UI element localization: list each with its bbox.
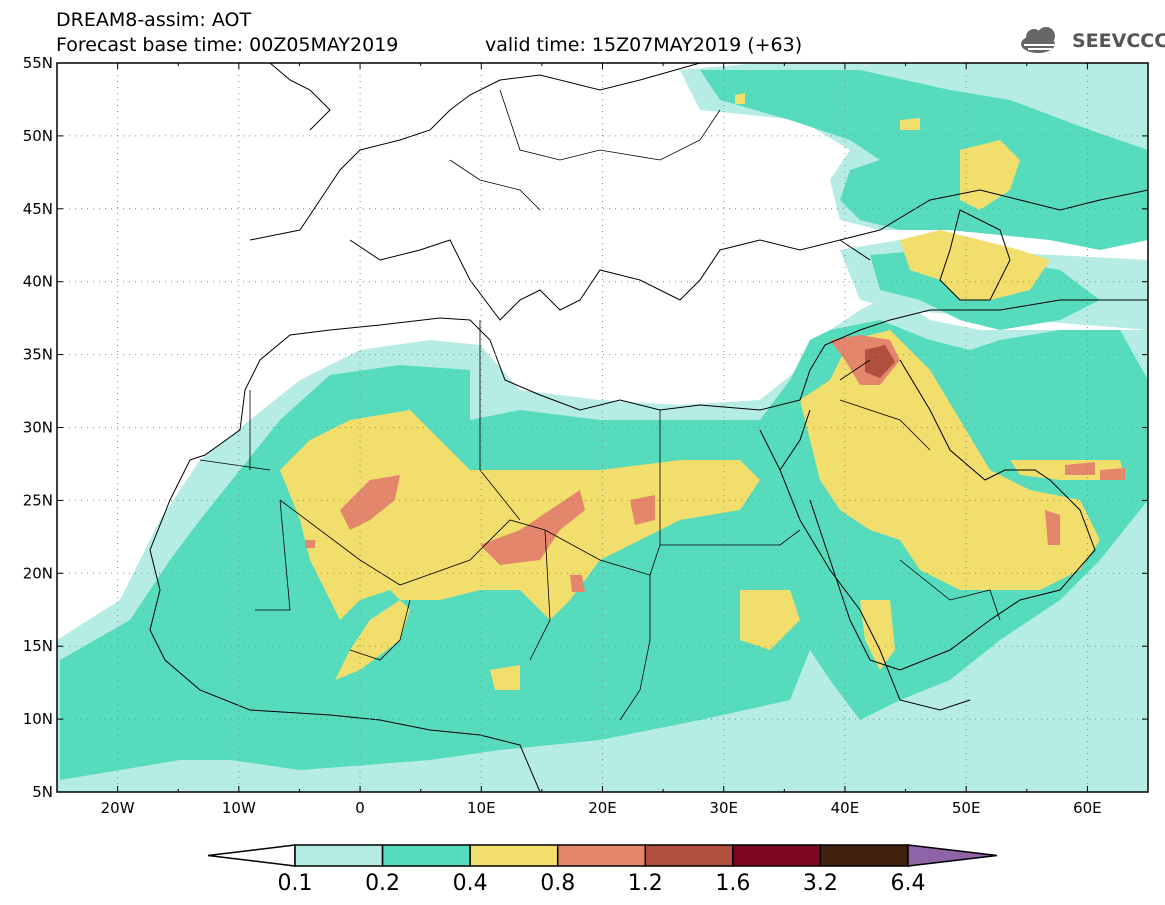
lon-tick-label: 20W [101,799,135,817]
aot-level-1.2 [865,345,895,378]
colorbar-label: 6.4 [891,871,926,896]
colorbar-segment [556,844,647,867]
colorbar-segment [294,844,384,867]
colorbar-label: 0.4 [453,871,488,896]
colorbar-segment [732,844,822,867]
forecast-base-time: Forecast base time: 00Z05MAY2019 [56,34,399,56]
colorbar: 0.1 0.2 0.4 0.8 1.2 1.6 3.2 6.4 [207,844,998,896]
lon-tick-label: 60E [1073,799,1102,817]
colorbar-over-arrow [907,844,998,867]
logo-text: SEEVCCC [1072,30,1165,52]
lon-tick-label: 10E [467,799,496,817]
lon-tick-label: 30E [709,799,738,817]
lat-tick-label: 10N [23,710,53,728]
lon-tick-label: 20E [588,799,617,817]
lat-tick-label: 5N [32,783,53,801]
colorbar-label: 1.2 [628,871,663,896]
aot-field [57,63,1148,792]
colorbar-label: 1.6 [715,871,750,896]
lon-tick-label: 10W [222,799,256,817]
colorbar-label: 0.8 [540,871,575,896]
lat-tick-label: 55N [23,54,53,72]
axis-ticks: 55N 50N 45N 40N 35N 30N 25N 20N 15N 10N 5N 20W 10W 0 1… [23,54,1149,817]
borders [199,89,1001,721]
lat-tick-label: 50N [23,127,53,145]
cloud-icon [1021,27,1056,53]
colorbar-segment [381,844,471,867]
map-title: DREAM8-assim: AOT [56,9,252,31]
colorbar-label: 0.1 [278,871,313,896]
lat-tick-label: 35N [23,346,53,364]
valid-time: valid time: 15Z07MAY2019 (+63) [485,34,803,56]
coastlines [149,63,1148,792]
lat-tick-label: 30N [23,419,53,437]
lon-tick-label: 40E [831,799,860,817]
lon-tick-label: 50E [952,799,981,817]
lat-tick-label: 40N [23,273,53,291]
colorbar-segment [469,844,559,867]
colorbar-segment [644,844,734,867]
lat-tick-label: 25N [23,491,53,509]
lon-tick-label: 0 [355,799,365,817]
colorbar-segment [819,844,909,867]
lat-tick-label: 45N [23,200,53,218]
lat-tick-label: 15N [23,637,53,655]
colorbar-label: 3.2 [803,871,838,896]
colorbar-label: 0.2 [365,871,400,896]
colorbar-under-arrow [207,844,296,867]
lat-tick-label: 20N [23,564,53,582]
